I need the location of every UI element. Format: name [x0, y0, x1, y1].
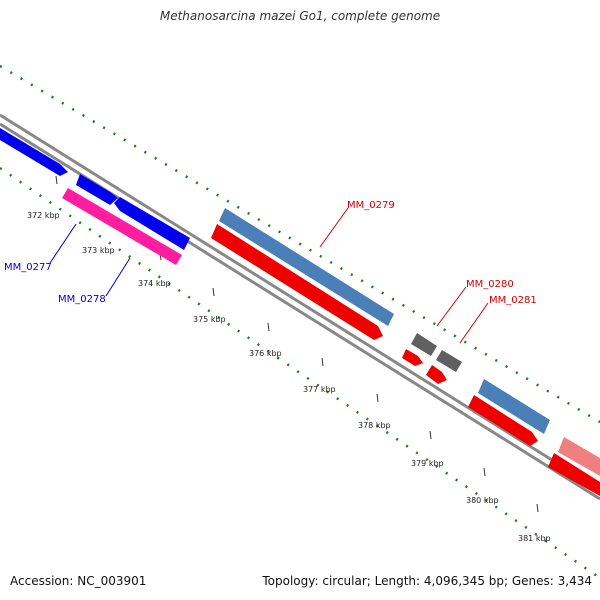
cds-blue-mid[interactable] — [114, 197, 190, 250]
tick-label: 375 kbp — [193, 315, 226, 324]
inner-dotted-track — [0, 166, 600, 580]
tick-marks — [55, 175, 539, 513]
leader-mm0279 — [319, 207, 349, 248]
tick-label: 380 kbp — [466, 496, 499, 505]
genome-summary-text: Topology: circular; Length: 4,096,345 bp… — [262, 574, 592, 588]
label-mm0278[interactable]: MM_0278 — [58, 294, 106, 305]
label-mm0277[interactable]: MM_0277 — [4, 262, 52, 273]
cds-pink-edge[interactable] — [558, 437, 600, 476]
cds-red-small-a[interactable] — [402, 349, 423, 366]
cds-gray-mm0280[interactable] — [411, 333, 437, 356]
cds-red-mm0279[interactable] — [211, 224, 383, 340]
leader-mm0278 — [105, 257, 131, 297]
leader-mm0281 — [459, 302, 489, 344]
outer-dotted-track — [0, 64, 600, 424]
cds-gray-mm0281[interactable] — [436, 350, 462, 372]
cds-blue-small[interactable] — [76, 174, 118, 205]
label-mm0281[interactable]: MM_0281 — [489, 295, 537, 306]
map-title: Methanosarcina mazei Go1, complete genom… — [159, 9, 441, 23]
tick-label: 381 kbp — [518, 534, 551, 543]
leader-mm0277 — [49, 223, 77, 264]
label-mm0279[interactable]: MM_0279 — [347, 200, 395, 211]
cds-steelblue-right[interactable] — [478, 379, 550, 434]
tick-label: 379 kbp — [411, 459, 444, 468]
cds-magenta[interactable] — [62, 188, 182, 265]
tick-label: 377 kbp — [303, 385, 336, 394]
cds-blue-left[interactable] — [0, 128, 68, 176]
label-mm0280[interactable]: MM_0280 — [466, 279, 514, 290]
tick-label: 373 kbp — [82, 246, 115, 255]
cds-red-right[interactable] — [468, 395, 538, 446]
leader-mm0280 — [436, 286, 467, 327]
genome-backbone — [0, 113, 600, 501]
tick-label: 378 kbp — [358, 421, 391, 430]
cds-red-small-b[interactable] — [426, 365, 447, 384]
tick-label: 372 kbp — [27, 211, 60, 220]
cds-red-edge[interactable] — [548, 453, 600, 496]
tick-label: 374 kbp — [138, 279, 171, 288]
accession-text: Accession: NC_003901 — [10, 574, 147, 588]
cds-steelblue-mm0279[interactable] — [219, 208, 394, 326]
tick-label: 376 kbp — [249, 349, 282, 358]
